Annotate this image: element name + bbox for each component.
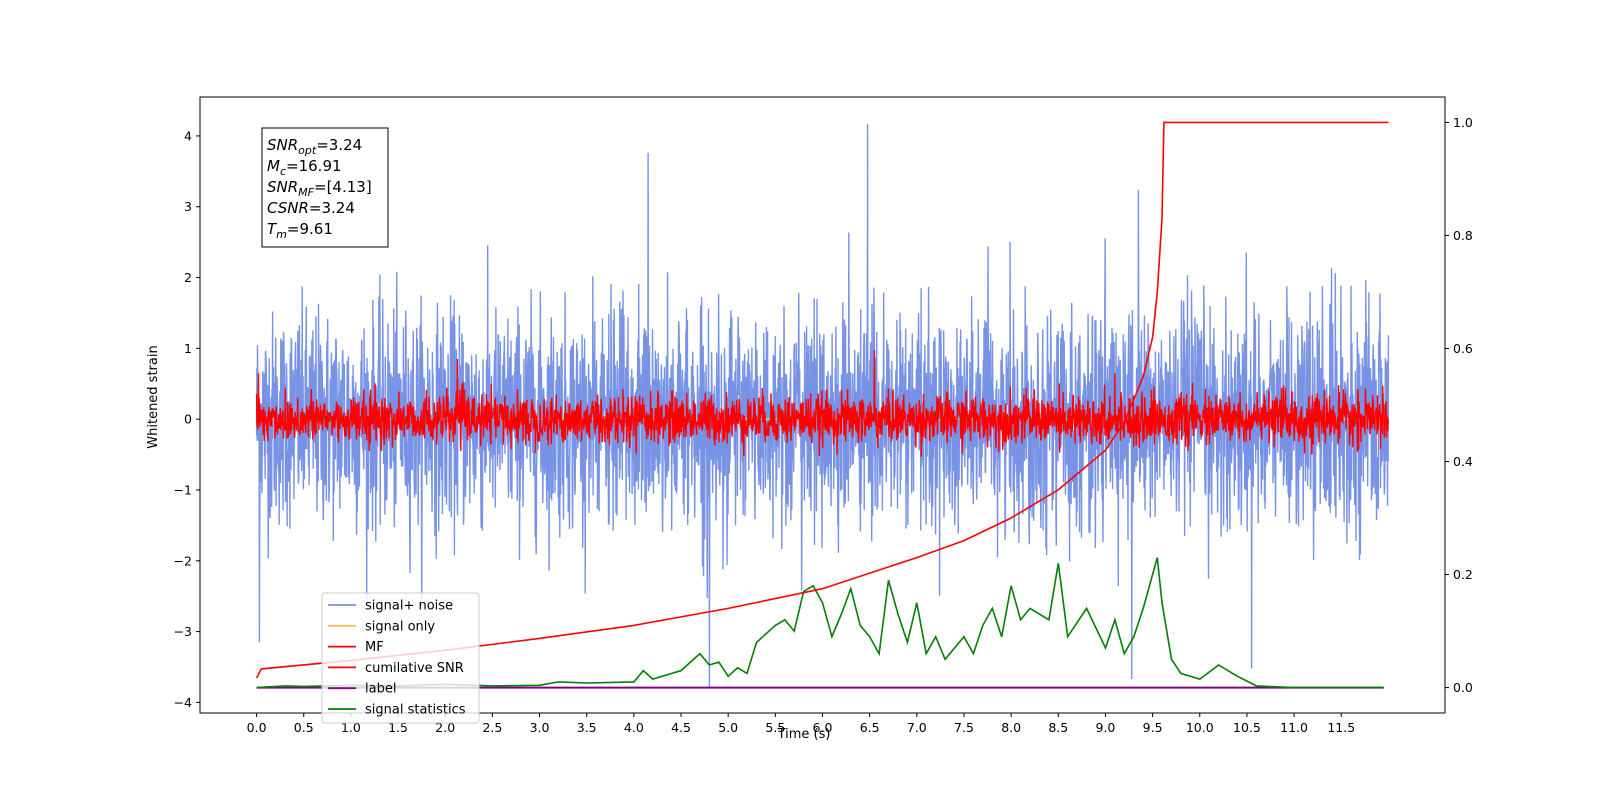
legend-label: signal only [365,619,435,634]
x-tick-label: 1.0 [341,720,361,735]
x-tick-label: 11.5 [1327,720,1355,735]
series-line-signal-statistics [256,557,1384,689]
x-tick-label: 4.0 [624,720,644,735]
axes: 0.0 0.5 1.0 1.5 2.0 2.5 3.0 3.5 4.0 4.5 5.0 5.5 6.0 6… [174,96,1473,735]
legend-label: MF [365,640,384,655]
legend-label: signal statistics [365,703,466,718]
y-tick-label: 1 [184,341,192,356]
y2-tick-label: 0.0 [1453,680,1473,695]
x-tick-label: 7.0 [907,720,927,735]
y-axis-label: Whitened strain [146,345,161,448]
y-tick-label: −1 [174,482,192,497]
x-tick-label: 2.0 [435,720,455,735]
x-tick-label: 3.5 [577,720,597,735]
y2-tick-label: 1.0 [1453,115,1473,130]
x-tick-label: 1.5 [388,720,408,735]
y-tick-label: 0 [184,412,192,427]
y2-tick-label: 0.8 [1453,228,1473,243]
y2-tick-label: 0.2 [1453,567,1473,582]
legend-label: cumilative SNR [365,661,464,676]
x-tick-label: 6.0 [813,720,833,735]
x-tick-label: 5.5 [765,720,785,735]
x-tick-label: 9.0 [1096,720,1116,735]
x-tick-label: 4.5 [671,720,691,735]
annotation-line: CSNR=3.24 [267,199,355,217]
legend: signal+ noise signal only MF cumilative SNR… [321,592,480,724]
y-tick-label: −3 [174,624,192,639]
legend-label: signal+ noise [365,599,453,614]
y-tick-label: 3 [184,199,192,214]
y-tick-label: 2 [184,270,192,285]
x-tick-label: 10.0 [1186,720,1214,735]
legend-frame [321,592,480,724]
series-line-mf [255,350,1390,457]
y2-tick-label: 0.4 [1453,454,1473,469]
x-tick-label: 0.0 [247,720,267,735]
annotation-line: Mc=16.91 [267,157,342,178]
x-tick-label: 2.5 [482,720,502,735]
annotation-line: SNRopt=3.24 [267,136,362,157]
x-tick-label: 10.5 [1233,720,1261,735]
x-tick-label: 11.0 [1280,720,1308,735]
annotation-line: Tm=9.61 [267,220,333,241]
legend-label: label [365,682,396,697]
x-tick-label: 7.5 [954,720,974,735]
x-tick-label: 0.5 [294,720,314,735]
x-tick-label: 3.0 [530,720,550,735]
y-tick-label: −4 [174,695,192,710]
x-axis-label: Time (s) [777,727,831,742]
snr-annotation-box: SNRopt=3.24Mc=16.91SNRMF=[4.13]CSNR=3.24… [261,127,389,248]
annotation-frame [261,127,389,248]
x-tick-label: 8.0 [1001,720,1021,735]
x-tick-label: 9.5 [1143,720,1163,735]
x-tick-label: 5.0 [718,720,738,735]
x-tick-label: 8.5 [1048,720,1068,735]
y-tick-label: 4 [184,128,192,143]
y-tick-label: −2 [174,553,192,568]
y2-tick-label: 0.6 [1453,341,1473,356]
x-tick-label: 6.5 [860,720,880,735]
annotation-line: SNRMF=[4.13] [267,178,372,199]
